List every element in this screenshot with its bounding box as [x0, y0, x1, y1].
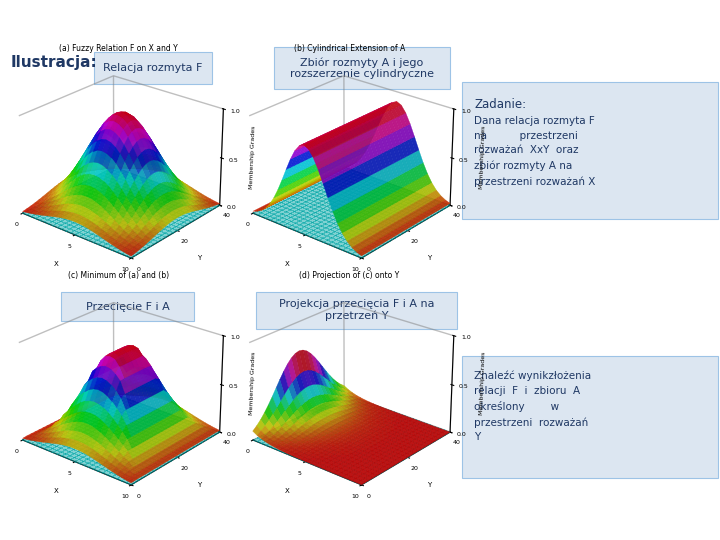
Text: Znaleźć wynikzłożenia
relacji  F  i  zbioru  A
określony        w
przestrzeni  r: Znaleźć wynikzłożenia relacji F i zbioru… — [474, 370, 592, 442]
FancyBboxPatch shape — [256, 292, 457, 329]
Title: (d) Projection of (c) onto Y: (d) Projection of (c) onto Y — [299, 271, 400, 280]
Title: (b) Cylindrical Extension of A: (b) Cylindrical Extension of A — [294, 44, 405, 53]
Y-axis label: Y: Y — [197, 482, 201, 488]
Text: Zbiór rozmyty A i jego
rozszerzenie cylindryczne: Zbiór rozmyty A i jego rozszerzenie cyli… — [289, 57, 433, 79]
Text: Przecięcie F i A: Przecięcie F i A — [86, 302, 170, 312]
Text: Ilustracja:: Ilustracja: — [11, 55, 97, 70]
Text: Relacja rozmyta F: Relacja rozmyta F — [103, 63, 203, 73]
FancyBboxPatch shape — [274, 48, 450, 89]
Text: Metody sztucznej inteligencji -  Technologie rozmyte i neuronowe  2015/2016: Metody sztucznej inteligencji - Technolo… — [7, 10, 392, 20]
X-axis label: X: X — [54, 261, 59, 267]
Text: Dana relacja rozmyta F
na          przestrzeni
rozważań  XxY  oraz
zbiór rozmyty: Dana relacja rozmyta F na przestrzeni ro… — [474, 116, 596, 187]
X-axis label: X: X — [54, 488, 59, 494]
Y-axis label: Y: Y — [428, 255, 431, 261]
FancyBboxPatch shape — [462, 355, 718, 478]
Y-axis label: Y: Y — [197, 255, 201, 261]
X-axis label: X: X — [284, 261, 289, 267]
Text: Systemy rozmyte – wnioskowanie formalne: Systemy rozmyte – wnioskowanie formalne — [498, 10, 713, 20]
Text: Zadanie:: Zadanie: — [474, 98, 526, 111]
FancyBboxPatch shape — [61, 292, 194, 321]
X-axis label: X: X — [284, 488, 289, 494]
FancyBboxPatch shape — [94, 52, 212, 84]
Title: (c) Minimum of (a) and (b): (c) Minimum of (a) and (b) — [68, 271, 169, 280]
FancyBboxPatch shape — [462, 82, 718, 219]
Y-axis label: Y: Y — [428, 482, 431, 488]
Text: ©  Kazimierz Duzinkiewicz,  dr hab. inż.: © Kazimierz Duzinkiewicz, dr hab. inż. — [7, 525, 188, 534]
Title: (a) Fuzzy Relation F on X and Y: (a) Fuzzy Relation F on X and Y — [60, 44, 178, 53]
Text: Katedra Inżynierii Systemów Sterowania     9: Katedra Inżynierii Systemów Sterowania 9 — [510, 525, 713, 535]
Text: Projekcja przecięcia F i A na
przetrzeń Y: Projekcja przecięcia F i A na przetrzeń … — [279, 299, 434, 321]
